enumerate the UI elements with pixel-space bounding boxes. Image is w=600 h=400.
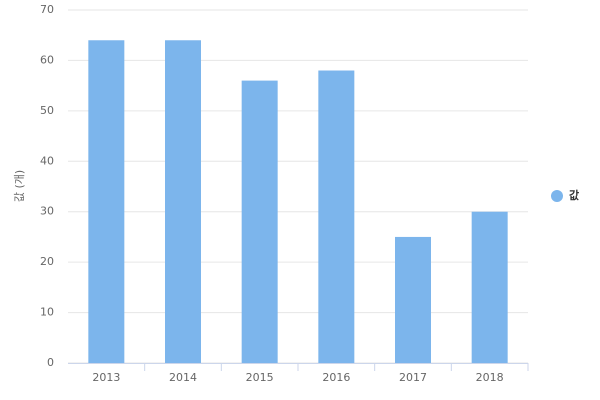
x-tick-label: 2016 bbox=[322, 371, 350, 384]
y-tick-label: 30 bbox=[40, 205, 54, 218]
y-tick-label: 40 bbox=[40, 154, 54, 167]
bar bbox=[471, 211, 508, 363]
legend-marker bbox=[551, 190, 563, 202]
y-tick-label: 20 bbox=[40, 255, 54, 268]
bar bbox=[165, 40, 201, 363]
y-tick-label: 10 bbox=[40, 306, 54, 319]
bar bbox=[318, 70, 355, 363]
legend-label: 값 bbox=[569, 189, 579, 202]
x-tick-label: 2015 bbox=[246, 371, 274, 384]
y-axis-label: 값 (개) bbox=[13, 170, 26, 202]
y-tick-label: 60 bbox=[40, 53, 54, 66]
y-tick-label: 70 bbox=[40, 3, 54, 16]
x-tick-label: 2014 bbox=[169, 371, 197, 384]
y-tick-label: 0 bbox=[47, 356, 54, 369]
bar bbox=[395, 236, 431, 363]
bar bbox=[88, 40, 125, 363]
x-tick-label: 2018 bbox=[476, 371, 504, 384]
y-tick-label: 50 bbox=[40, 104, 54, 117]
x-tick-label: 2013 bbox=[92, 371, 120, 384]
x-tick-label: 2017 bbox=[399, 371, 427, 384]
bar bbox=[241, 80, 278, 363]
